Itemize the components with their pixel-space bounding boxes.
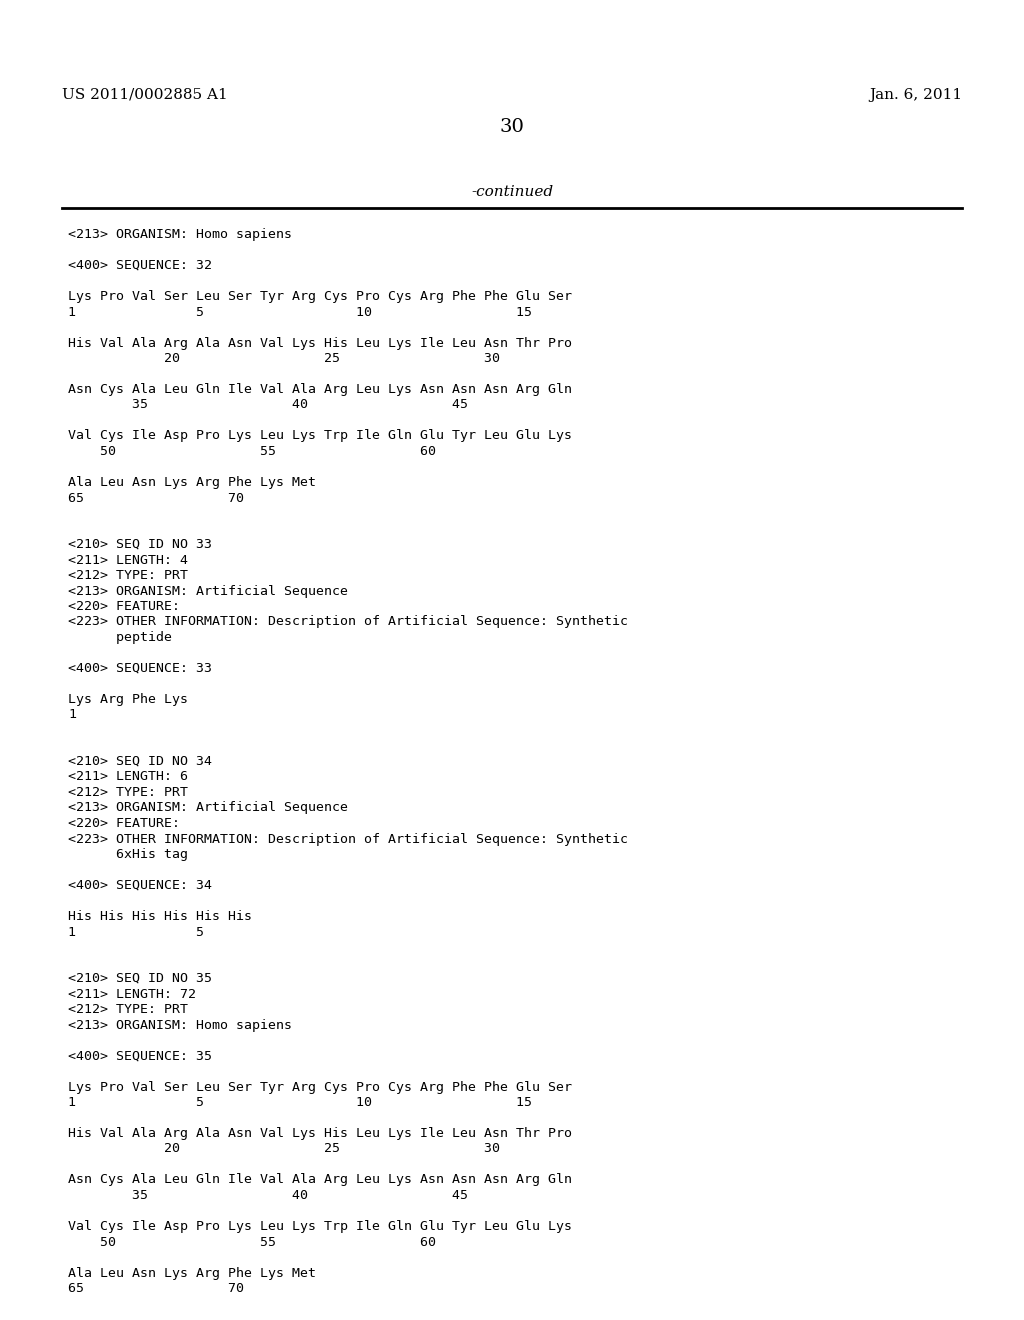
Text: <210> SEQ ID NO 35: <210> SEQ ID NO 35 (68, 972, 212, 985)
Text: <223> OTHER INFORMATION: Description of Artificial Sequence: Synthetic: <223> OTHER INFORMATION: Description of … (68, 833, 628, 846)
Text: His Val Ala Arg Ala Asn Val Lys His Leu Lys Ile Leu Asn Thr Pro: His Val Ala Arg Ala Asn Val Lys His Leu … (68, 337, 572, 350)
Text: 20                  25                  30: 20 25 30 (68, 352, 500, 366)
Text: Lys Pro Val Ser Leu Ser Tyr Arg Cys Pro Cys Arg Phe Phe Glu Ser: Lys Pro Val Ser Leu Ser Tyr Arg Cys Pro … (68, 1081, 572, 1093)
Text: 65                  70: 65 70 (68, 491, 244, 504)
Text: <400> SEQUENCE: 32: <400> SEQUENCE: 32 (68, 259, 212, 272)
Text: <210> SEQ ID NO 34: <210> SEQ ID NO 34 (68, 755, 212, 768)
Text: 20                  25                  30: 20 25 30 (68, 1143, 500, 1155)
Text: Val Cys Ile Asp Pro Lys Leu Lys Trp Ile Gln Glu Tyr Leu Glu Lys: Val Cys Ile Asp Pro Lys Leu Lys Trp Ile … (68, 429, 572, 442)
Text: <212> TYPE: PRT: <212> TYPE: PRT (68, 1003, 188, 1016)
Text: 6xHis tag: 6xHis tag (68, 847, 188, 861)
Text: Lys Arg Phe Lys: Lys Arg Phe Lys (68, 693, 188, 706)
Text: 50                  55                  60: 50 55 60 (68, 445, 436, 458)
Text: Jan. 6, 2011: Jan. 6, 2011 (869, 88, 962, 102)
Text: <400> SEQUENCE: 35: <400> SEQUENCE: 35 (68, 1049, 212, 1063)
Text: 30: 30 (500, 117, 524, 136)
Text: -continued: -continued (471, 185, 553, 199)
Text: Lys Pro Val Ser Leu Ser Tyr Arg Cys Pro Cys Arg Phe Phe Glu Ser: Lys Pro Val Ser Leu Ser Tyr Arg Cys Pro … (68, 290, 572, 304)
Text: 1               5: 1 5 (68, 925, 204, 939)
Text: 65                  70: 65 70 (68, 1282, 244, 1295)
Text: Ala Leu Asn Lys Arg Phe Lys Met: Ala Leu Asn Lys Arg Phe Lys Met (68, 477, 316, 488)
Text: 1               5                   10                  15: 1 5 10 15 (68, 1096, 532, 1109)
Text: 1: 1 (68, 709, 76, 722)
Text: <400> SEQUENCE: 33: <400> SEQUENCE: 33 (68, 663, 212, 675)
Text: <210> SEQ ID NO 33: <210> SEQ ID NO 33 (68, 539, 212, 550)
Text: Ala Leu Asn Lys Arg Phe Lys Met: Ala Leu Asn Lys Arg Phe Lys Met (68, 1266, 316, 1279)
Text: <211> LENGTH: 6: <211> LENGTH: 6 (68, 771, 188, 784)
Text: <213> ORGANISM: Homo sapiens: <213> ORGANISM: Homo sapiens (68, 228, 292, 242)
Text: <213> ORGANISM: Homo sapiens: <213> ORGANISM: Homo sapiens (68, 1019, 292, 1031)
Text: <213> ORGANISM: Artificial Sequence: <213> ORGANISM: Artificial Sequence (68, 801, 348, 814)
Text: Asn Cys Ala Leu Gln Ile Val Ala Arg Leu Lys Asn Asn Asn Arg Gln: Asn Cys Ala Leu Gln Ile Val Ala Arg Leu … (68, 383, 572, 396)
Text: Asn Cys Ala Leu Gln Ile Val Ala Arg Leu Lys Asn Asn Asn Arg Gln: Asn Cys Ala Leu Gln Ile Val Ala Arg Leu … (68, 1173, 572, 1187)
Text: US 2011/0002885 A1: US 2011/0002885 A1 (62, 88, 227, 102)
Text: 50                  55                  60: 50 55 60 (68, 1236, 436, 1249)
Text: 1               5                   10                  15: 1 5 10 15 (68, 305, 532, 318)
Text: His His His His His His: His His His His His His (68, 909, 252, 923)
Text: <400> SEQUENCE: 34: <400> SEQUENCE: 34 (68, 879, 212, 892)
Text: <212> TYPE: PRT: <212> TYPE: PRT (68, 785, 188, 799)
Text: 35                  40                  45: 35 40 45 (68, 399, 468, 412)
Text: <223> OTHER INFORMATION: Description of Artificial Sequence: Synthetic: <223> OTHER INFORMATION: Description of … (68, 615, 628, 628)
Text: His Val Ala Arg Ala Asn Val Lys His Leu Lys Ile Leu Asn Thr Pro: His Val Ala Arg Ala Asn Val Lys His Leu … (68, 1127, 572, 1140)
Text: <220> FEATURE:: <220> FEATURE: (68, 817, 180, 830)
Text: <212> TYPE: PRT: <212> TYPE: PRT (68, 569, 188, 582)
Text: peptide: peptide (68, 631, 172, 644)
Text: 35                  40                  45: 35 40 45 (68, 1189, 468, 1203)
Text: Val Cys Ile Asp Pro Lys Leu Lys Trp Ile Gln Glu Tyr Leu Glu Lys: Val Cys Ile Asp Pro Lys Leu Lys Trp Ile … (68, 1220, 572, 1233)
Text: <211> LENGTH: 72: <211> LENGTH: 72 (68, 987, 196, 1001)
Text: <220> FEATURE:: <220> FEATURE: (68, 601, 180, 612)
Text: <213> ORGANISM: Artificial Sequence: <213> ORGANISM: Artificial Sequence (68, 585, 348, 598)
Text: <211> LENGTH: 4: <211> LENGTH: 4 (68, 553, 188, 566)
